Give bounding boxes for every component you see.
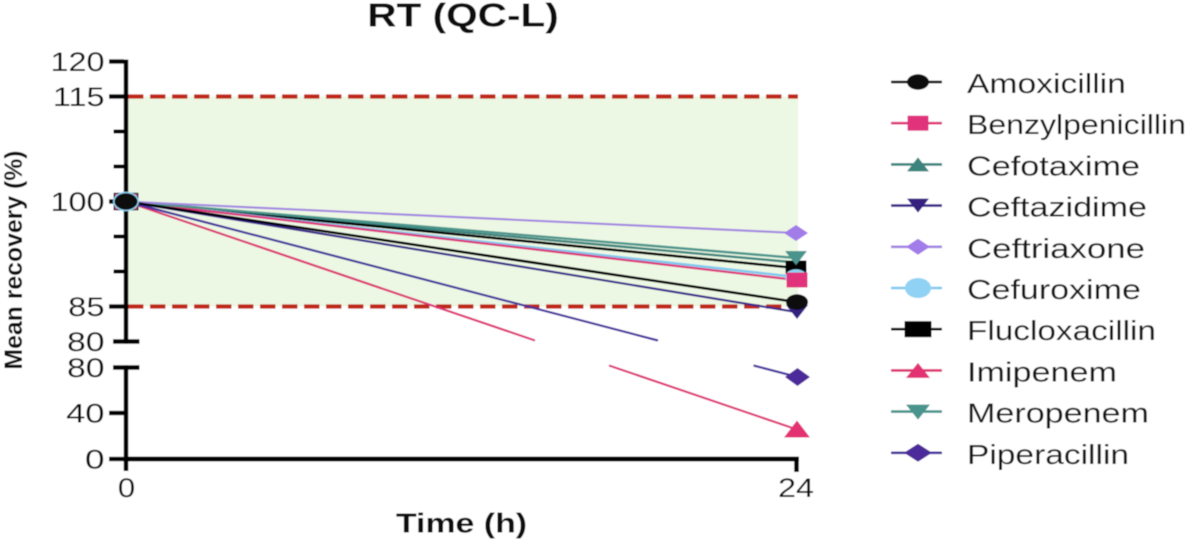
- svg-text:Cefotaxime: Cefotaxime: [967, 150, 1140, 181]
- svg-text:120: 120: [50, 47, 104, 77]
- svg-text:Meropenem: Meropenem: [967, 397, 1149, 428]
- svg-text:40: 40: [66, 398, 104, 428]
- svg-text:Flucloxacillin: Flucloxacillin: [967, 315, 1156, 347]
- svg-text:Amoxicillin: Amoxicillin: [967, 68, 1126, 100]
- svg-text:80: 80: [67, 353, 105, 383]
- svg-text:Cefuroxime: Cefuroxime: [967, 274, 1141, 305]
- svg-text:80: 80: [67, 327, 105, 357]
- svg-text:Ceftazidime: Ceftazidime: [967, 191, 1147, 222]
- svg-text:115: 115: [53, 82, 105, 112]
- svg-text:100: 100: [50, 187, 104, 217]
- svg-text:Benzylpenicillin: Benzylpenicillin: [967, 110, 1186, 141]
- svg-text:0: 0: [85, 444, 105, 474]
- svg-text:Piperacillin: Piperacillin: [967, 438, 1129, 470]
- svg-text:85: 85: [68, 293, 104, 323]
- svg-text:Time (h): Time (h): [396, 507, 527, 539]
- svg-text:Imipenem: Imipenem: [967, 356, 1117, 387]
- svg-text:RT (QC-L): RT (QC-L): [367, 0, 559, 34]
- svg-text:24: 24: [778, 473, 814, 503]
- svg-text:Ceftriaxone: Ceftriaxone: [967, 232, 1145, 264]
- svg-text:Mean recovery (%): Mean recovery (%): [1, 150, 28, 369]
- svg-text:0: 0: [118, 474, 135, 504]
